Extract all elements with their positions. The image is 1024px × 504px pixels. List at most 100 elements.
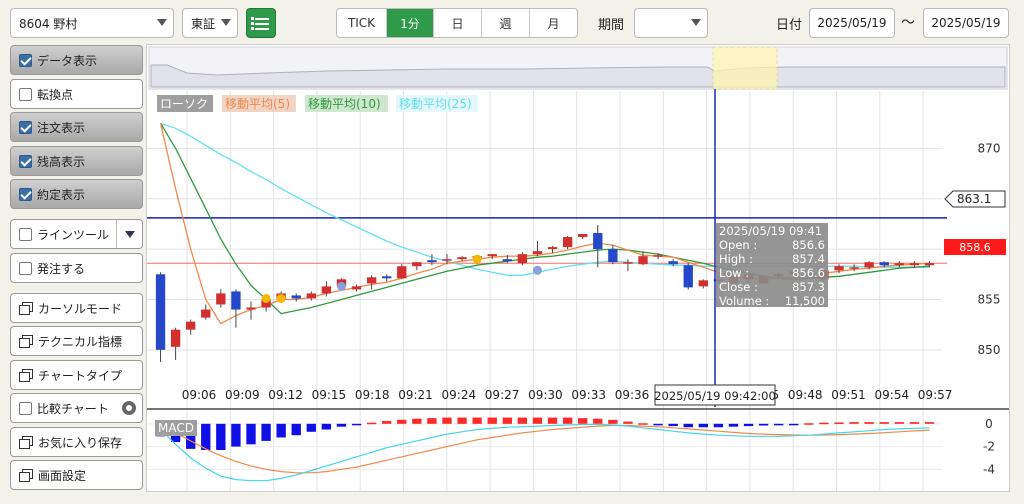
macd-bar (231, 423, 241, 447)
chevron-down-icon[interactable] (116, 220, 142, 248)
period-select[interactable] (634, 8, 708, 38)
macd-bar (246, 423, 256, 445)
macd-bar (653, 423, 663, 426)
candle-body (246, 307, 256, 310)
sidebar-item-label: 注文表示 (37, 120, 86, 135)
sidebar-item-execution-display[interactable]: 約定表示 (10, 179, 143, 209)
candle-body (427, 260, 437, 263)
stock-select[interactable]: 8604 野村 (10, 8, 174, 38)
period-label: 期間 (598, 18, 625, 33)
candle-body (547, 247, 558, 250)
candle-body (668, 261, 678, 265)
macd-bar (336, 423, 347, 427)
sidebar-item-place-order[interactable]: 発注する (10, 253, 143, 283)
macd-bar (321, 423, 332, 430)
execution-markers (261, 254, 542, 303)
sidebar-item-line-tool[interactable]: ラインツール (10, 219, 143, 249)
toolbar: 8604 野村 東証 TICK 1分 日 週 月 期間 日付 2025/05/1… (0, 0, 1024, 44)
sidebar-item-label: 発注する (37, 261, 86, 276)
x-tick-label: 09:15 (312, 388, 347, 402)
sidebar-item-chart-type[interactable]: チャートタイプ (10, 360, 143, 390)
current-price-tag (944, 239, 1006, 255)
x-tick-label: 09:48 (788, 388, 823, 402)
candle-body (366, 277, 377, 284)
candle-body (487, 254, 497, 257)
x-tick-label: 09:27 (485, 388, 520, 402)
macd-bar (758, 423, 769, 426)
sidebar-item-save-favorite[interactable]: お気に入り保存 (10, 427, 143, 457)
macd-label-bg (155, 420, 197, 436)
legend-candle: ローソク (160, 97, 208, 111)
macd-bar (547, 417, 558, 424)
tab-day[interactable]: 日 (434, 9, 482, 37)
order-tag[interactable]: 863.1 (944, 190, 1006, 208)
legend-ma25-bg (396, 95, 478, 112)
navigator-window[interactable] (712, 46, 778, 90)
sidebar-item-compare-chart[interactable]: 比較チャート (10, 393, 143, 423)
tab-month[interactable]: 月 (547, 16, 560, 31)
tab-week[interactable]: 週 (482, 9, 530, 37)
sidebar-item-data-display[interactable]: データ表示 (10, 45, 143, 75)
chevron-down-icon (691, 19, 701, 26)
checkbox-icon (19, 401, 32, 415)
y-tick-label: 850 (978, 343, 1001, 357)
chart-legend: ローソク 移動平均(5) 移動平均(10) 移動平均(25) (157, 95, 478, 112)
date-from-input[interactable]: 2025/05/19 (809, 8, 895, 38)
tooltip-close-value: 857.3 (792, 280, 825, 294)
candle-body (442, 259, 452, 261)
candle-body (397, 266, 407, 279)
sidebar-item-label: チャートタイプ (38, 368, 122, 383)
candle-body (924, 263, 935, 266)
market-select[interactable]: 東証 (182, 8, 238, 38)
candle-body (321, 286, 332, 294)
price-chart[interactable]: 870865860855850 09:0609:0909:1209:1509:1… (147, 45, 1009, 491)
sidebar-item-label: 転換点 (37, 87, 74, 102)
candle-body (608, 249, 618, 263)
checkbox-checked-icon (19, 53, 32, 67)
sidebar-item-order-display[interactable]: 注文表示 (10, 112, 143, 142)
sidebar-item-turning-point[interactable]: 転換点 (10, 79, 143, 109)
candle-body (683, 265, 693, 288)
macd-bar (728, 423, 739, 427)
sidebar-item-cursor-mode[interactable]: カーソルモード (10, 293, 143, 323)
y-tick-label: 870 (978, 141, 1001, 155)
x-tick-label: 09:09 (225, 388, 260, 402)
x-tick-label: 09:12 (268, 388, 303, 402)
x-axis: 09:06 09:09 09:12 09:15 09:18 09:21 09:24 09:27… (182, 388, 953, 402)
execution-marker (276, 293, 286, 303)
legend-ma25: 移動平均(25) (399, 97, 472, 111)
macd-bar (382, 420, 392, 424)
sidebar-item-balance-display[interactable]: 残高表示 (10, 146, 143, 176)
tab-1min[interactable]: 1分 (387, 9, 434, 37)
crosshair-time-box (654, 384, 776, 406)
list-button[interactable] (246, 8, 276, 38)
candle-body (216, 293, 226, 305)
tooltip-open-key: Open : (719, 238, 757, 252)
candle-body (412, 262, 422, 267)
chart-panel[interactable]: 870865860855850 09:0609:0909:1209:1509:1… (146, 44, 1010, 492)
macd-bar (789, 423, 799, 426)
macd-bar (593, 418, 603, 424)
candle-body (879, 262, 889, 266)
tab-tick[interactable]: TICK (337, 9, 387, 37)
candle-body (351, 286, 362, 290)
tooltip-close-key: Close : (719, 280, 758, 294)
macd-bar (608, 419, 618, 424)
candle-body (653, 255, 663, 257)
candle-body (306, 293, 316, 299)
sidebar-item-label: ラインツール (37, 227, 110, 242)
sidebar-item-screen-settings[interactable]: 画面設定 (10, 460, 143, 490)
macd-bar (819, 422, 829, 425)
macd-bar (864, 422, 874, 424)
gear-icon[interactable] (122, 401, 136, 415)
checkbox-checked-icon (19, 120, 32, 134)
date-to-input[interactable]: 2025/05/19 (923, 8, 1009, 38)
macd-bar (472, 417, 482, 424)
sidebar-item-technical-indicators[interactable]: テクニカル指標 (10, 326, 143, 356)
macd-bar (351, 423, 362, 426)
x-tick-label: 09:06 (182, 388, 217, 402)
macd-bar (623, 421, 633, 424)
sidebar-item-label: 比較チャート (37, 401, 109, 416)
checkbox-icon (19, 227, 32, 241)
sidebar-item-label: お気に入り保存 (38, 435, 123, 450)
